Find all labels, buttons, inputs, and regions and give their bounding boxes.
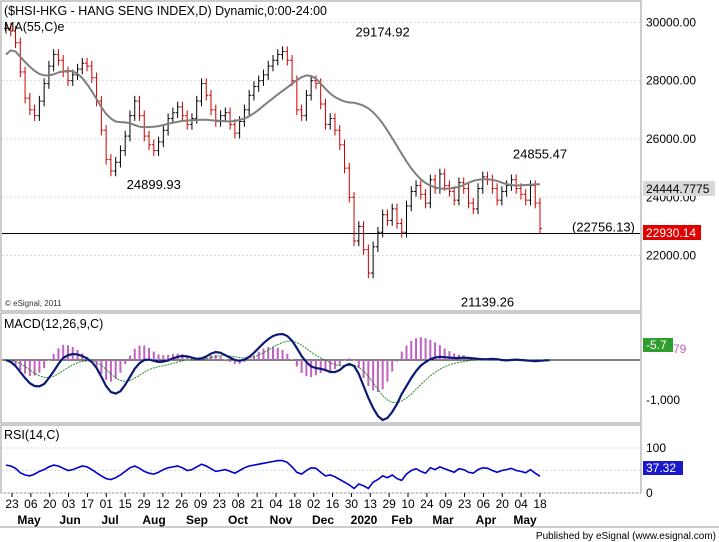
price-annotation: 24855.47 — [513, 146, 567, 161]
x-month-label: Feb — [391, 513, 412, 527]
x-month-label: Dec — [312, 513, 334, 527]
price-annotation: (22756.13) — [572, 220, 635, 235]
x-day-label: 15 — [118, 497, 132, 511]
x-day-label: 09 — [439, 497, 453, 511]
x-day-label: 26 — [175, 497, 189, 511]
macd-title: MACD(12,26,9,C) — [4, 317, 103, 331]
x-day-label: 29 — [382, 497, 396, 511]
x-month-label: Jun — [59, 513, 80, 527]
x-day-label: 23 — [5, 497, 19, 511]
x-month-label: Nov — [270, 513, 293, 527]
copyright-label: © eSignal, 2011 — [5, 299, 62, 308]
x-month-label: May — [513, 513, 537, 527]
ma-label: MA(55,C)e — [4, 20, 64, 34]
x-day-label: 06 — [24, 497, 38, 511]
x-day-label: 02 — [307, 497, 321, 511]
x-day-label: 04 — [514, 497, 528, 511]
x-day-label: 18 — [533, 497, 547, 511]
x-month-label: Sep — [186, 513, 208, 527]
price-y-tick-label: 26000.00 — [646, 132, 696, 146]
x-day-label: 04 — [269, 497, 283, 511]
rsi-y-tick-label: 0 — [646, 486, 653, 500]
rsi-value-label: 37.32 — [646, 461, 676, 475]
x-day-label: 24 — [420, 497, 434, 511]
x-day-label: 01 — [100, 497, 114, 511]
price-annotation: 24899.93 — [127, 177, 181, 192]
rsi-title: RSI(14,C) — [4, 428, 60, 442]
x-month-label: May — [17, 513, 41, 527]
x-day-label: 30 — [345, 497, 359, 511]
x-day-label: 03 — [62, 497, 76, 511]
x-month-label: Aug — [142, 513, 165, 527]
x-day-label: 20 — [43, 497, 57, 511]
macd-y-tick-label: -1,000 — [646, 393, 680, 407]
price-y-tick-label: 28000.00 — [646, 74, 696, 88]
macd-value-label: -5.7 — [646, 338, 667, 352]
x-month-label: Mar — [432, 513, 454, 527]
x-day-label: 17 — [81, 497, 95, 511]
price-annotation: 21139.26 — [461, 295, 514, 310]
price-y-tick-label: 30000.00 — [646, 15, 696, 29]
footer-credit: Published by eSignal (www.esignal.com) — [536, 531, 716, 542]
price-y-tick-label: 22000.00 — [646, 249, 696, 263]
x-day-label: 16 — [326, 497, 340, 511]
x-month-label: 2020 — [351, 513, 378, 527]
x-day-label: 13 — [364, 497, 378, 511]
x-day-label: 12 — [156, 497, 170, 511]
macd-value-label-2: 79 — [673, 342, 687, 356]
rsi-y-tick-label: 100 — [646, 441, 666, 455]
rsi-panel[interactable] — [1, 425, 641, 493]
x-day-label: 18 — [288, 497, 302, 511]
x-day-label: 06 — [477, 497, 491, 511]
x-month-label: Apr — [476, 513, 497, 527]
x-day-label: 23 — [458, 497, 472, 511]
x-month-label: Jul — [101, 513, 118, 527]
price-chart-title: ($HSI-HKG - HANG SENG INDEX,D) Dynamic,0… — [4, 4, 327, 18]
x-day-label: 10 — [401, 497, 415, 511]
x-day-label: 29 — [137, 497, 151, 511]
x-day-label: 21 — [250, 497, 264, 511]
ma-value-label: 24444.7775 — [646, 182, 710, 196]
x-day-label: 20 — [496, 497, 510, 511]
x-day-label: 23 — [213, 497, 227, 511]
x-month-label: Oct — [228, 513, 248, 527]
price-annotation: 29174.92 — [356, 24, 410, 39]
x-day-label: 08 — [232, 497, 246, 511]
x-day-label: 09 — [194, 497, 208, 511]
last-price-label: 22930.14 — [646, 226, 696, 240]
